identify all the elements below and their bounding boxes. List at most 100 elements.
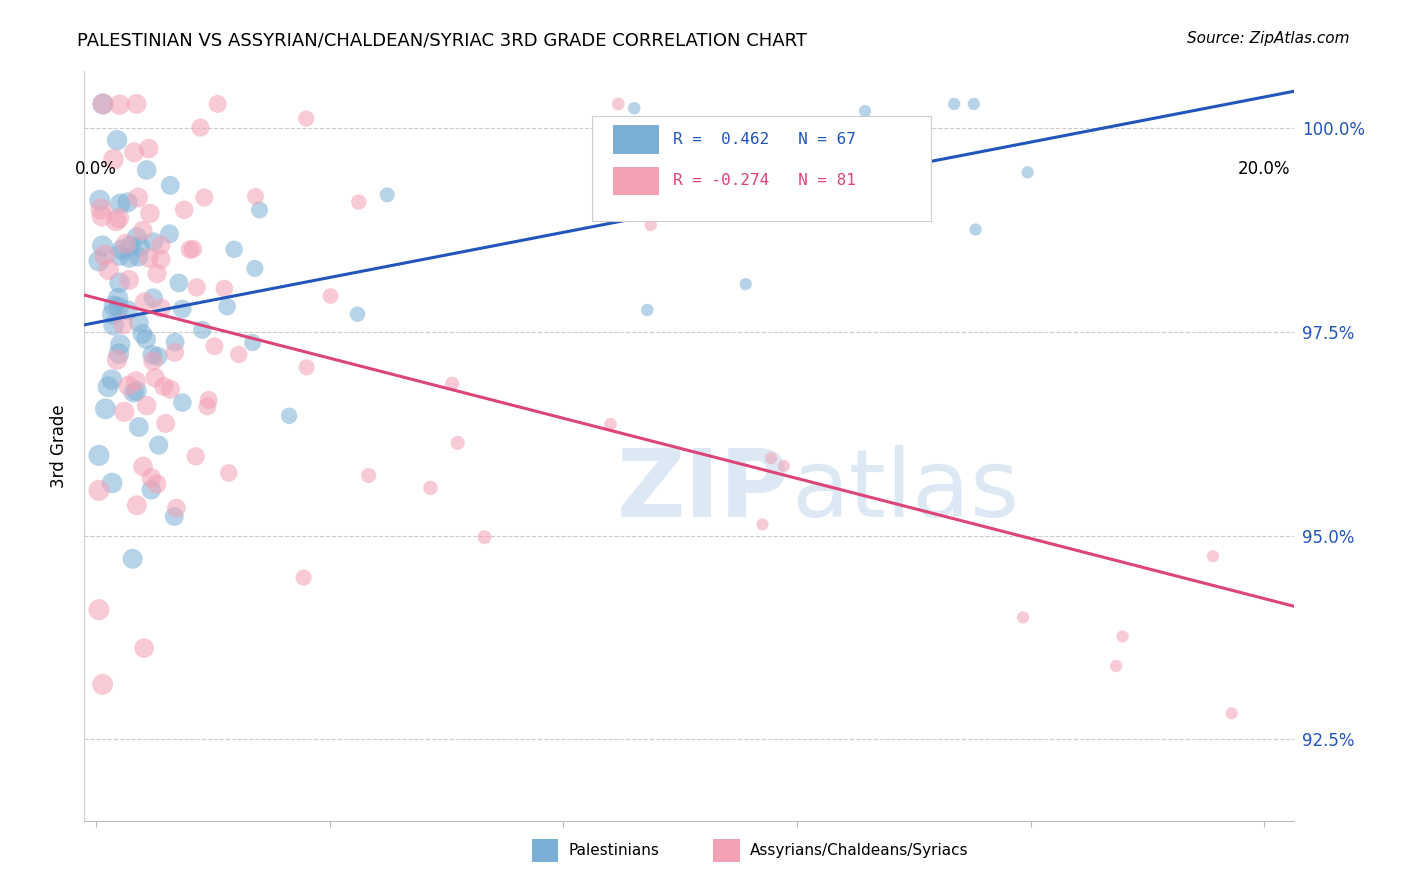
Point [165, 501, 187, 516]
Point [112, 317, 135, 331]
Point [114, 236, 136, 251]
Point [125, 384, 148, 398]
Point [149, 252, 172, 267]
Point [91, 97, 114, 112]
Point [1202, 549, 1225, 564]
Point [148, 438, 170, 452]
Bar [713, 839, 740, 862]
Point [112, 405, 135, 419]
Point [125, 230, 148, 244]
Point [91, 97, 114, 112]
Text: Source: ZipAtlas.com: Source: ZipAtlas.com [1187, 31, 1350, 46]
Point [197, 392, 219, 407]
Point [108, 249, 131, 263]
Point [129, 240, 152, 254]
Point [295, 112, 318, 126]
Point [146, 349, 169, 363]
Point [134, 294, 156, 309]
Point [135, 399, 157, 413]
Point [128, 420, 150, 434]
Point [142, 291, 165, 305]
Point [163, 509, 186, 524]
Point [107, 291, 129, 305]
Point [87, 603, 110, 617]
Point [1017, 165, 1039, 179]
Point [295, 360, 318, 375]
FancyBboxPatch shape [592, 116, 931, 221]
Point [132, 224, 155, 238]
Point [142, 354, 165, 368]
Point [143, 370, 166, 384]
Point [215, 300, 238, 314]
Point [204, 339, 226, 353]
Point [91, 209, 114, 223]
Point [110, 337, 132, 351]
Point [599, 417, 621, 432]
Text: Palestinians: Palestinians [568, 843, 659, 858]
Point [1012, 610, 1035, 624]
Point [121, 551, 143, 566]
Point [346, 307, 368, 321]
Point [621, 145, 644, 160]
Point [186, 280, 208, 294]
Point [357, 468, 380, 483]
Text: 20.0%: 20.0% [1239, 160, 1291, 178]
Point [181, 242, 204, 256]
Point [91, 239, 114, 253]
Text: atlas: atlas [792, 445, 1019, 537]
Point [446, 436, 468, 450]
Point [118, 273, 141, 287]
Point [87, 483, 110, 498]
Point [173, 202, 195, 217]
Point [193, 190, 215, 204]
Bar [613, 167, 659, 195]
Point [243, 261, 266, 276]
Point [127, 190, 149, 204]
Point [751, 517, 773, 532]
Point [89, 194, 111, 208]
Point [1220, 706, 1243, 721]
Point [419, 481, 441, 495]
Point [101, 373, 124, 387]
Point [228, 347, 250, 361]
Point [141, 348, 163, 362]
Point [118, 251, 141, 265]
Point [117, 195, 139, 210]
Point [159, 382, 181, 396]
Point [105, 352, 128, 367]
Point [668, 148, 690, 162]
Point [91, 677, 114, 691]
Point [87, 254, 110, 268]
Point [128, 250, 150, 264]
Point [94, 401, 117, 416]
Point [179, 243, 201, 257]
Point [167, 276, 190, 290]
Point [117, 378, 139, 392]
Point [249, 202, 271, 217]
Point [93, 248, 115, 262]
Point [159, 178, 181, 193]
Point [131, 326, 153, 341]
Point [111, 243, 134, 257]
Point [190, 120, 212, 135]
Point [1105, 659, 1128, 673]
Point [108, 276, 131, 290]
Point [640, 218, 662, 232]
Point [155, 417, 177, 431]
Point [122, 145, 145, 160]
Bar [531, 839, 558, 862]
Text: ZIP: ZIP [616, 445, 789, 537]
Point [103, 153, 125, 167]
Point [108, 346, 131, 360]
Point [607, 97, 630, 112]
Point [142, 235, 165, 249]
Point [125, 498, 148, 512]
Point [278, 409, 301, 423]
Point [108, 211, 131, 225]
Point [139, 206, 162, 220]
Point [195, 400, 218, 414]
Text: 0.0%: 0.0% [75, 160, 117, 178]
Y-axis label: 3rd Grade: 3rd Grade [51, 404, 69, 488]
Point [184, 450, 207, 464]
Point [636, 303, 658, 318]
